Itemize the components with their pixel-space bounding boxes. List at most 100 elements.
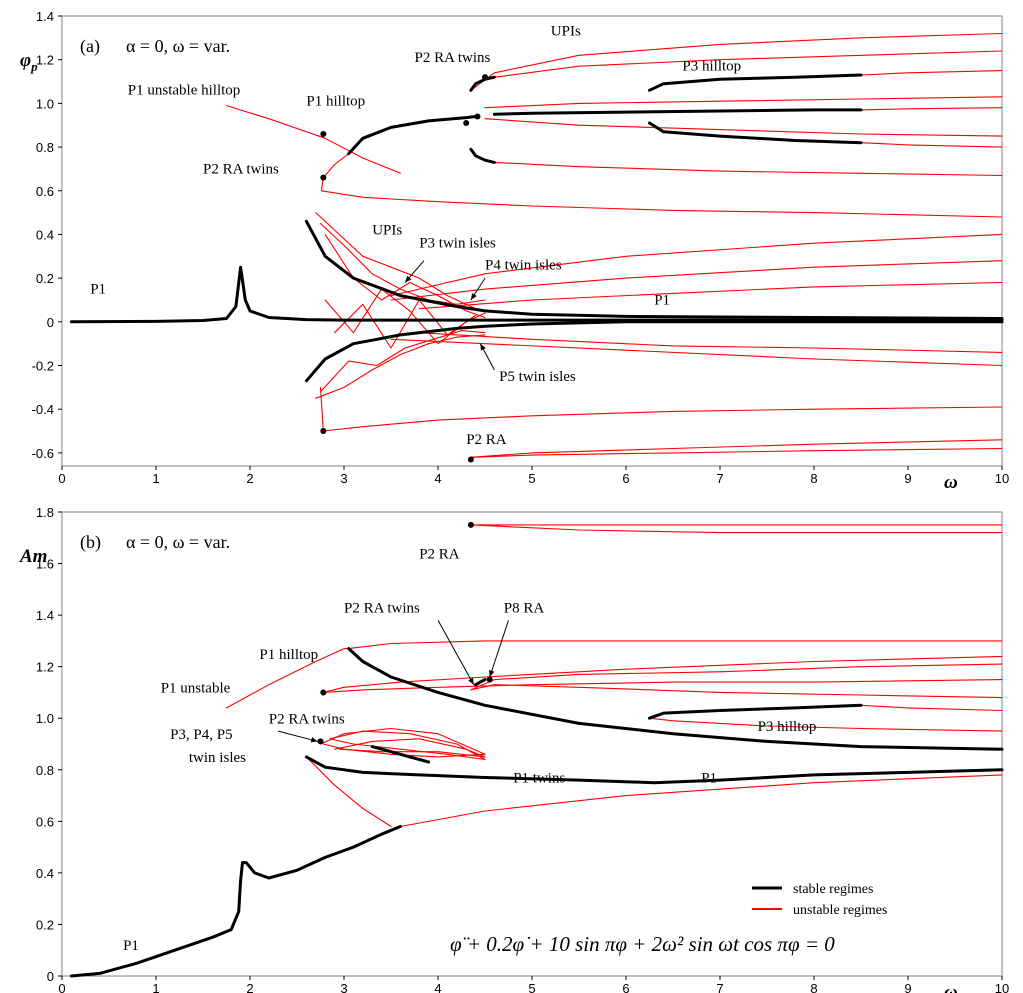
panel-label-a: (a) <box>80 36 100 57</box>
x-axis-label-b: ω <box>944 982 958 993</box>
unstable-branch <box>348 640 1003 650</box>
x-tick-label: 0 <box>58 471 65 486</box>
annotation-label: P1 <box>654 292 670 308</box>
unstable-branch <box>320 153 1003 218</box>
annotation-label: P1 <box>90 281 106 297</box>
data-layer-b <box>69 521 1004 978</box>
y-tick-label: 0 <box>47 315 54 330</box>
annotation-label: P3, P4, P5 <box>170 727 233 743</box>
y-tick-label: 1.2 <box>36 660 54 675</box>
x-tick-label: 4 <box>434 471 441 486</box>
y-tick-label: 0.2 <box>36 271 54 286</box>
x-axis-label-a: ω <box>944 472 958 493</box>
unstable-branch <box>648 717 1003 732</box>
unstable-branch <box>493 161 1003 177</box>
unstable-branch <box>470 32 1003 91</box>
x-tick-label: 1 <box>152 981 159 993</box>
legend-label-stable: stable regimes <box>793 882 873 897</box>
x-tick-label: 10 <box>995 471 1009 486</box>
annotation-label: P1 hilltop <box>259 647 318 663</box>
annotation-label: P2 RA twins <box>203 161 279 177</box>
annotation-label: P1 hilltop <box>306 94 365 110</box>
bifurcation-point <box>320 428 327 435</box>
y-tick-label: -0.4 <box>32 402 54 417</box>
y-tick-label: -0.6 <box>32 446 54 461</box>
annotation-label: P2 RA <box>466 432 507 448</box>
y-tick-label: 1.8 <box>36 505 54 520</box>
stable-branch <box>304 219 1004 320</box>
x-tick-label: 6 <box>622 471 629 486</box>
axes-a: 0 1 2 3 4 5 6 7 8 9 10 1.4 1.2 1.0 0.8 0.6 0.4 0.2 0 -0.2 -0… <box>32 9 1010 486</box>
unstable-branch <box>418 332 1003 353</box>
unstable-branch <box>305 756 392 828</box>
annotation-label: UPIs <box>551 24 581 40</box>
panel-label-b: (b) <box>80 532 101 553</box>
unstable-branch <box>860 70 1003 76</box>
y-tick-label: 0.2 <box>36 917 54 932</box>
arrow-head <box>489 670 495 677</box>
annotation-label: P2 RA twins <box>344 601 420 617</box>
arrow-head <box>310 737 318 743</box>
x-tick-label: 8 <box>810 981 817 993</box>
unstable-branch <box>334 299 477 349</box>
annotation-label: P8 RA <box>504 601 545 617</box>
unstable-branch <box>390 338 1003 367</box>
arrow-head <box>470 293 477 300</box>
unstable-branch <box>319 222 486 305</box>
x-tick-label: 2 <box>246 471 253 486</box>
x-tick-label: 7 <box>716 471 723 486</box>
stable-branch <box>370 745 431 764</box>
y-tick-label: 0.4 <box>36 227 54 242</box>
unstable-branch <box>484 118 1003 137</box>
stable-branch <box>474 678 487 687</box>
bifurcation-point <box>320 130 327 137</box>
stable-branch <box>347 115 478 156</box>
annotations-a: P1 P1 unstable hilltop P1 hilltop P2 RA twi… <box>90 24 741 448</box>
x-tick-label: 1 <box>152 471 159 486</box>
y-tick-label: -0.2 <box>32 359 54 374</box>
x-tick-label: 7 <box>716 981 723 993</box>
axes-b: 0 1 2 3 4 5 6 7 8 9 10 1.8 1.6 1.4 1.2 1.0 0.8 0.6 0.4 0.2 0 <box>36 505 1009 993</box>
x-tick-label: 3 <box>340 471 347 486</box>
unstable-branch <box>470 439 1003 458</box>
arrow-head <box>405 275 412 283</box>
y-tick-label: 1.4 <box>36 9 54 24</box>
unstable-branch <box>493 50 1003 78</box>
bifurcation-point <box>320 689 327 696</box>
y-tick-label: 1.4 <box>36 608 54 623</box>
x-tick-label: 5 <box>528 471 535 486</box>
x-tick-label: 8 <box>810 471 817 486</box>
annotation-label: P1 unstable hilltop <box>128 83 241 99</box>
annotation-label: P1 <box>701 771 717 787</box>
y-tick-label: 0.4 <box>36 866 54 881</box>
x-tick-label: 0 <box>58 981 65 993</box>
annotation-label: P1 twins <box>513 771 565 787</box>
bifurcation-point <box>463 120 470 127</box>
x-tick-label: 4 <box>434 981 441 993</box>
unstable-branch <box>860 107 1003 111</box>
y-tick-label: 0 <box>47 969 54 984</box>
stable-branch <box>304 320 1004 383</box>
unstable-branch <box>334 738 486 758</box>
unstable-branch <box>418 281 1003 310</box>
annotation-arrow <box>437 620 475 685</box>
y-tick-label: 0.8 <box>36 140 54 155</box>
unstable-branch <box>470 684 1003 699</box>
unstable-branch <box>470 524 1003 534</box>
unstable-branch <box>860 142 1003 148</box>
annotation-label: P1 unstable <box>161 680 231 696</box>
data-layer-a <box>69 32 1004 463</box>
y-axis-label-a: φp <box>20 50 38 74</box>
bifurcation-point <box>467 456 474 463</box>
stable-branch <box>69 825 402 978</box>
x-tick-label: 9 <box>904 471 911 486</box>
unstable-branch <box>322 679 1003 693</box>
stable-branch <box>492 108 863 116</box>
bifurcation-point <box>320 174 327 181</box>
panel-b-chart: 0 1 2 3 4 5 6 7 8 9 101.81.61.41.21.00.80.60.40.20… <box>19 505 1009 993</box>
y-axis-label-a-sub: p <box>30 59 38 74</box>
stable-branch <box>648 73 863 92</box>
annotation-label: P2 RA <box>419 546 460 562</box>
arrow-head <box>480 343 486 351</box>
unstable-branch <box>399 774 1003 828</box>
